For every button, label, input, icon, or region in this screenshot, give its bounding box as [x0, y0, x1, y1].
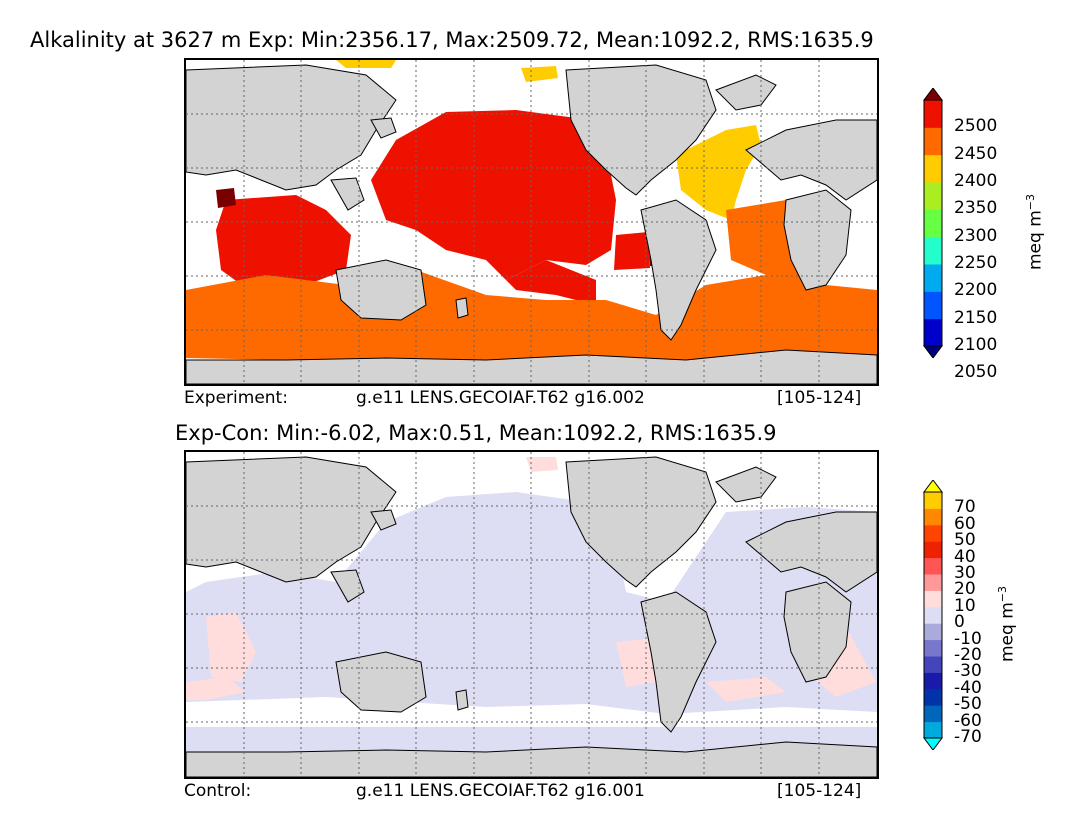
colorbar-segment: [924, 182, 942, 210]
colorbar-segment: [924, 606, 942, 624]
top-map-canvas: [186, 60, 877, 384]
colorbar-tick-label: -20: [954, 645, 982, 665]
colorbar-segment: [924, 508, 942, 526]
colorbar-tick-label: 60: [954, 513, 976, 534]
colorbar-extend-high: [923, 480, 943, 493]
arctic-alkalinity-region: [336, 60, 396, 68]
bottom-map: [184, 450, 879, 779]
colorbar-segment: [924, 590, 942, 608]
colorbar-segment: [924, 623, 942, 641]
colorbar-tick-label: -30: [954, 661, 982, 682]
colorbar-segment: [924, 236, 942, 265]
colorbar-segment: [924, 291, 942, 320]
pacific-ocean-region: [371, 110, 616, 280]
positive-anomaly-patch-2: [186, 677, 246, 700]
colorbar-extend-low: [923, 737, 943, 750]
colorbar-tick-label: 50: [954, 530, 976, 551]
colorbar-tick-label: 10: [954, 595, 976, 616]
colorbar-segment: [924, 154, 942, 183]
positive-anomaly-patch-6: [706, 677, 786, 702]
colorbar-tick-label: -10: [954, 628, 982, 649]
colorbar-segment: [924, 209, 942, 238]
colorbar-tick-label: 2250: [954, 253, 998, 273]
top-caption-case: g.e11 LENS.GECOIAF.T62 g16.002: [356, 388, 645, 408]
top-caption-years: [105-124]: [777, 388, 862, 408]
colorbar-segment: [924, 318, 942, 347]
colorbar-tick-label: 2300: [954, 225, 998, 246]
top-colorbar: [923, 88, 943, 358]
colorbar-segment: [924, 721, 942, 739]
colorbar-tick-label: 2350: [954, 198, 998, 219]
colorbar-segment: [924, 574, 942, 591]
north-atlantic-region: [676, 125, 761, 220]
colorbar-tick-label: -70: [954, 727, 982, 747]
bottom-units-exponent: −3: [996, 586, 1009, 603]
colorbar-tick-label: 2450: [954, 143, 998, 164]
colorbar-extend-high: [923, 88, 943, 101]
top-map: [184, 58, 879, 386]
colorbar-segment: [924, 541, 942, 559]
arctic-alkalinity-region-2: [521, 66, 558, 82]
colorbar-tick-label: -50: [954, 694, 982, 715]
bottom-units-label: meq m−3: [996, 586, 1018, 662]
bottom-map-canvas: [186, 452, 877, 777]
colorbar-tick-label: 2400: [954, 171, 998, 191]
colorbar-tick-label: 2500: [954, 116, 998, 137]
east-pacific-red: [614, 232, 650, 270]
top-panel-title: Alkalinity at 3627 m Exp: Min:2356.17, M…: [30, 28, 874, 52]
colorbar-extend-low: [923, 345, 943, 358]
top-gridlines: [186, 60, 877, 384]
colorbar-tick-label: 20: [954, 579, 976, 600]
colorbar-tick-label: 40: [954, 546, 976, 567]
bottom-panel-title: Exp-Con: Min:-6.02, Max:0.51, Mean:1092.…: [175, 421, 777, 445]
colorbar-tick-label: 0: [954, 612, 965, 633]
colorbar-segment: [924, 524, 942, 542]
colorbar-tick-label: 2200: [954, 280, 998, 301]
colorbar-segment: [924, 656, 942, 673]
top-units-label: meq m−3: [1024, 194, 1046, 270]
colorbar-frame: [923, 491, 943, 739]
colorbar-segment: [924, 100, 942, 128]
colorbar-tick-label: -60: [954, 710, 982, 731]
colorbar-segment: [924, 688, 942, 706]
colorbar-segment: [924, 557, 942, 575]
colorbar-tick-label: 70: [954, 497, 976, 518]
colorbar-segment: [924, 127, 942, 156]
colorbar-tick-label: 30: [954, 563, 976, 583]
colorbar-segment: [924, 639, 942, 657]
top-caption-label: Experiment:: [184, 388, 288, 408]
bottom-caption-case: g.e11 LENS.GECOIAF.T62 g16.001: [356, 781, 645, 801]
south-pacific-region: [486, 260, 596, 305]
dark-red-patch-west: [216, 188, 236, 208]
positive-anomaly-patch-5: [526, 457, 558, 472]
colorbar-segment: [924, 264, 942, 292]
colorbar-tick-label: 2150: [954, 307, 998, 328]
positive-anomaly-patch-1: [206, 612, 256, 682]
bottom-gridlines: [186, 452, 877, 777]
colorbar-tick-label: 2100: [954, 335, 998, 355]
bottom-colorbar: [923, 480, 943, 750]
colorbar-tick-label: -40: [954, 677, 982, 698]
bottom-caption-years: [105-124]: [777, 781, 862, 801]
colorbar-segment: [924, 492, 942, 509]
indian-ocean-region: [216, 195, 351, 288]
colorbar-segment: [924, 672, 942, 690]
colorbar-frame: [923, 99, 943, 347]
colorbar-segment: [924, 705, 942, 723]
colorbar-tick-label: 2050: [954, 362, 998, 383]
bottom-caption-label: Control:: [184, 781, 252, 801]
top-units-exponent: −3: [1024, 194, 1037, 211]
